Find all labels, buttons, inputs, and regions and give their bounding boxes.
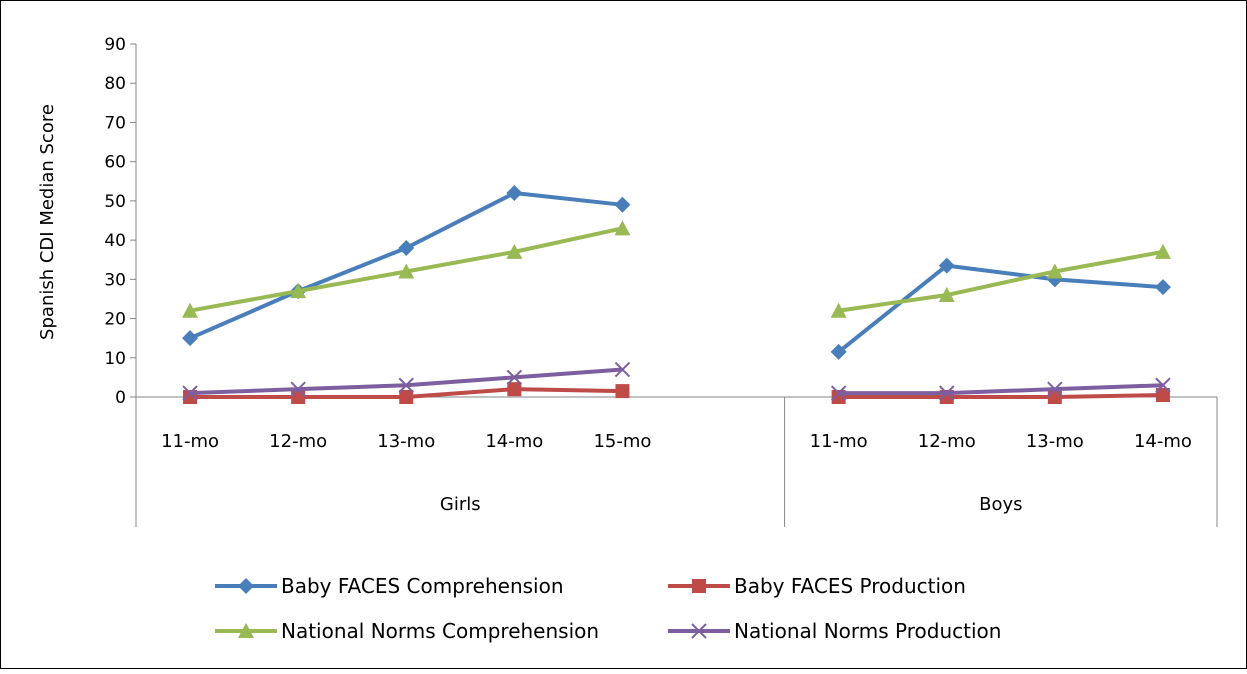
legend-label: National Norms Comprehension bbox=[281, 619, 599, 643]
x-category-label: 13-mo bbox=[377, 431, 435, 452]
data-point bbox=[830, 343, 847, 360]
y-tick-label: 40 bbox=[104, 231, 126, 251]
x-category-label: 13-mo bbox=[1026, 431, 1084, 452]
legend-item: Baby FACES Comprehension bbox=[215, 574, 564, 598]
data-point bbox=[614, 361, 631, 378]
legend-item: National Norms Comprehension bbox=[215, 619, 599, 643]
marker-stroke bbox=[506, 369, 523, 386]
legend-item: National Norms Production bbox=[668, 619, 1001, 643]
legend-marker bbox=[238, 578, 254, 594]
legend-label: Baby FACES Production bbox=[734, 574, 966, 598]
data-point bbox=[290, 283, 307, 299]
legend-layer: Baby FACES Comprehension Baby FACES Produ… bbox=[215, 574, 1001, 643]
data-point bbox=[614, 196, 631, 213]
legend-marker bbox=[691, 623, 707, 639]
data-point bbox=[506, 369, 523, 386]
y-tick-label: 0 bbox=[115, 388, 126, 408]
data-point bbox=[398, 377, 414, 393]
series-line bbox=[838, 249, 1164, 313]
x-category-label: 12-mo bbox=[918, 431, 976, 452]
data-point bbox=[1155, 388, 1170, 403]
y-tick-label: 80 bbox=[104, 74, 126, 94]
data-point bbox=[182, 385, 198, 401]
series-national-norms-production bbox=[182, 361, 1171, 401]
legend-item: Baby FACES Production bbox=[668, 574, 966, 598]
data-point bbox=[506, 185, 523, 202]
data-point bbox=[1154, 243, 1171, 259]
y-tick-label: 60 bbox=[104, 153, 126, 173]
x-category-label: 11-mo bbox=[161, 431, 219, 452]
y-tick-label: 10 bbox=[104, 349, 126, 369]
data-point bbox=[506, 243, 523, 259]
marker-stroke bbox=[290, 381, 306, 397]
marker-stroke bbox=[691, 623, 707, 639]
marker-stroke bbox=[830, 385, 847, 401]
y-tick-label: 30 bbox=[104, 270, 126, 290]
legend-label: National Norms Production bbox=[734, 619, 1001, 643]
x-category-label: 14-mo bbox=[1134, 431, 1192, 452]
data-point bbox=[398, 263, 415, 279]
x-category-label: 12-mo bbox=[269, 431, 327, 452]
data-point bbox=[1047, 390, 1062, 404]
x-category-label: 14-mo bbox=[485, 431, 543, 452]
series-line bbox=[838, 393, 1163, 399]
legend-marker bbox=[238, 623, 254, 638]
series-layer bbox=[182, 185, 1171, 404]
series-national-norms-comprehension bbox=[182, 220, 1171, 318]
data-point bbox=[614, 220, 631, 236]
data-point bbox=[1046, 263, 1063, 279]
x-group-label: Boys bbox=[979, 494, 1022, 515]
data-point bbox=[615, 384, 630, 399]
x-category-label: 15-mo bbox=[593, 431, 651, 452]
marker-stroke bbox=[398, 377, 414, 393]
data-point bbox=[938, 257, 955, 274]
marker-stroke bbox=[1047, 381, 1063, 397]
x-group-label: Girls bbox=[440, 494, 481, 515]
data-point bbox=[291, 390, 306, 404]
data-point bbox=[1155, 377, 1171, 393]
data-point bbox=[1154, 279, 1171, 296]
legend-label: Baby FACES Comprehension bbox=[281, 574, 564, 598]
data-point bbox=[507, 382, 522, 397]
series-line bbox=[838, 383, 1164, 396]
data-point bbox=[830, 385, 847, 401]
axes-layer: 0 10 20 30 40 50 60 70 80 90 11-mo 12-mo 13-mo 14-mo 1… bbox=[104, 35, 1218, 527]
marker-stroke bbox=[614, 361, 631, 378]
x-category-label: 11-mo bbox=[810, 431, 868, 452]
y-tick-label: 70 bbox=[104, 113, 126, 133]
data-point bbox=[938, 287, 955, 303]
data-point bbox=[939, 385, 955, 401]
y-tick-label: 90 bbox=[104, 35, 126, 55]
data-point bbox=[398, 239, 415, 256]
y-tick-label: 20 bbox=[104, 310, 126, 330]
data-point bbox=[182, 330, 199, 347]
data-point bbox=[399, 390, 414, 404]
marker-stroke bbox=[182, 385, 198, 401]
marker-stroke bbox=[1155, 377, 1171, 393]
legend-marker bbox=[692, 579, 706, 593]
data-point bbox=[830, 302, 847, 318]
series-line bbox=[837, 263, 1164, 354]
marker-stroke bbox=[939, 385, 955, 401]
series-baby-faces-comprehension bbox=[182, 185, 1171, 360]
y-tick-label: 50 bbox=[104, 192, 126, 212]
data-point bbox=[290, 381, 306, 397]
y-axis-title: Spanish CDI Median Score bbox=[37, 104, 58, 340]
data-point bbox=[182, 302, 199, 318]
data-point bbox=[1047, 381, 1063, 397]
